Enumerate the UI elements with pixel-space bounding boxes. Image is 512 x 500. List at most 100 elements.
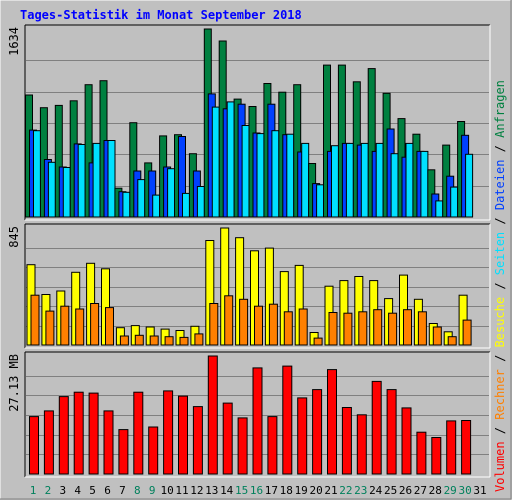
bar-volumen-day-7 bbox=[118, 429, 129, 475]
legend-item-8: Dateien bbox=[493, 160, 507, 211]
bar-volumen-day-29 bbox=[446, 420, 457, 475]
bar-volumen-day-3 bbox=[58, 396, 69, 475]
day-label-1: 1 bbox=[30, 484, 37, 497]
bar-rechner-day-2 bbox=[45, 310, 55, 346]
bar-seiten-day-23 bbox=[360, 142, 369, 218]
bar-volumen-day-14 bbox=[222, 402, 233, 475]
bar-volumen-day-10 bbox=[163, 390, 174, 475]
bar-volumen-day-15 bbox=[237, 417, 248, 475]
day-label-24: 24 bbox=[369, 484, 383, 497]
day-label-15: 15 bbox=[235, 484, 248, 497]
legend-item-1: / bbox=[493, 420, 507, 442]
bar-rechner-day-27 bbox=[417, 311, 427, 346]
bar-volumen-day-13 bbox=[207, 355, 218, 475]
day-label-14: 14 bbox=[220, 484, 234, 497]
bar-rechner-day-16 bbox=[254, 305, 263, 346]
chart-title: Tages-Statistik im Monat September 2018 bbox=[20, 8, 302, 22]
bar-rechner-day-1 bbox=[30, 294, 40, 346]
day-label-16: 16 bbox=[250, 484, 263, 497]
bar-rechner-day-13 bbox=[209, 303, 219, 346]
bar-seiten-day-16 bbox=[256, 133, 265, 218]
bar-volumen-day-23 bbox=[356, 414, 367, 475]
bar-volumen-day-26 bbox=[401, 407, 412, 475]
day-label-4: 4 bbox=[74, 484, 81, 497]
day-label-19: 19 bbox=[295, 484, 308, 497]
bar-rechner-day-7 bbox=[119, 335, 129, 346]
bar-volumen-day-30 bbox=[461, 420, 472, 475]
bar-seiten-day-20 bbox=[316, 184, 325, 218]
bar-rechner-day-5 bbox=[90, 303, 100, 346]
bar-rechner-day-3 bbox=[60, 305, 70, 346]
legend-item-5: / bbox=[493, 275, 507, 297]
bar-seiten-day-29 bbox=[450, 186, 459, 218]
bar-volumen-day-9 bbox=[148, 426, 159, 475]
bar-volumen-day-27 bbox=[416, 431, 427, 475]
bar-seiten-day-11 bbox=[182, 192, 190, 218]
bar-seiten-day-30 bbox=[465, 153, 474, 218]
bar-rechner-day-12 bbox=[194, 333, 204, 346]
day-label-7: 7 bbox=[119, 484, 126, 497]
bar-rechner-day-21 bbox=[328, 312, 338, 346]
bar-rechner-day-24 bbox=[373, 309, 383, 346]
bar-rechner-day-25 bbox=[388, 312, 398, 346]
bar-rechner-day-22 bbox=[343, 312, 353, 346]
bar-volumen-day-25 bbox=[386, 389, 397, 475]
bar-rechner-day-8 bbox=[134, 334, 144, 346]
day-label-27: 27 bbox=[414, 484, 427, 497]
day-label-8: 8 bbox=[134, 484, 141, 497]
y-max-label: 27.13 MB bbox=[7, 354, 21, 412]
bar-rechner-day-6 bbox=[105, 307, 114, 346]
bar-seiten-day-4 bbox=[77, 144, 86, 218]
day-label-17: 17 bbox=[265, 484, 278, 497]
panel-visits-sites: 845 bbox=[7, 223, 491, 349]
bar-seiten-day-8 bbox=[137, 179, 146, 218]
bar-volumen-day-20 bbox=[312, 389, 323, 475]
bar-seiten-day-12 bbox=[196, 186, 205, 218]
bar-seiten-day-7 bbox=[122, 191, 131, 218]
panel-hits-files-pages: 1634 bbox=[7, 24, 491, 221]
legend-item-6: Seiten bbox=[493, 232, 507, 275]
bar-volumen-day-22 bbox=[341, 407, 352, 475]
bar-seiten-day-28 bbox=[435, 200, 444, 218]
bar-seiten-day-17 bbox=[271, 130, 280, 218]
day-label-21: 21 bbox=[324, 484, 337, 497]
legend-item-4: Besuche bbox=[493, 297, 507, 348]
bar-seiten-day-10 bbox=[167, 168, 176, 218]
legend-item-0: Volumen bbox=[493, 441, 507, 492]
bar-seiten-day-2 bbox=[47, 161, 56, 218]
bar-rechner-day-9 bbox=[149, 335, 159, 346]
panel-volume: 27.13 MB bbox=[7, 351, 491, 478]
legend-item-3: / bbox=[493, 347, 507, 369]
bar-volumen-day-11 bbox=[178, 395, 188, 475]
day-label-20: 20 bbox=[309, 484, 322, 497]
day-label-22: 22 bbox=[339, 484, 352, 497]
bar-seiten-day-27 bbox=[420, 150, 429, 218]
day-label-28: 28 bbox=[429, 484, 442, 497]
day-label-6: 6 bbox=[104, 484, 111, 497]
legend-item-2: Rechner bbox=[493, 369, 507, 420]
bar-rechner-day-17 bbox=[268, 303, 278, 346]
day-label-5: 5 bbox=[89, 484, 96, 497]
bar-seiten-day-22 bbox=[345, 142, 354, 218]
bar-rechner-day-10 bbox=[164, 336, 174, 346]
bar-volumen-day-16 bbox=[252, 367, 263, 475]
bar-seiten-day-19 bbox=[301, 142, 310, 218]
day-label-30: 30 bbox=[458, 484, 471, 497]
legend-item-9: / bbox=[493, 138, 507, 160]
chart-panels: 1634 845 27.13 MB bbox=[7, 24, 491, 478]
bar-seiten-day-3 bbox=[62, 167, 71, 218]
legend-item-10: Anfragen bbox=[493, 80, 507, 138]
day-label-25: 25 bbox=[384, 484, 397, 497]
bar-rechner-day-15 bbox=[239, 298, 249, 346]
bar-rechner-day-23 bbox=[358, 311, 368, 346]
bar-seiten-day-13 bbox=[211, 106, 220, 218]
bar-volumen-day-19 bbox=[297, 397, 308, 475]
bar-seiten-day-5 bbox=[92, 142, 101, 218]
day-axis-labels: 1 2 3 4 5 6 7 8 9 10 11 12 13 14 15 16 17 18 19 20 21 22 23 24 2… bbox=[30, 484, 487, 497]
day-label-31: 31 bbox=[473, 484, 486, 497]
y-max-label: 845 bbox=[7, 226, 21, 248]
bar-volumen-day-8 bbox=[133, 391, 144, 475]
bar-seiten-day-24 bbox=[375, 142, 384, 218]
bar-seiten-day-25 bbox=[390, 153, 399, 218]
day-label-26: 26 bbox=[399, 484, 412, 497]
